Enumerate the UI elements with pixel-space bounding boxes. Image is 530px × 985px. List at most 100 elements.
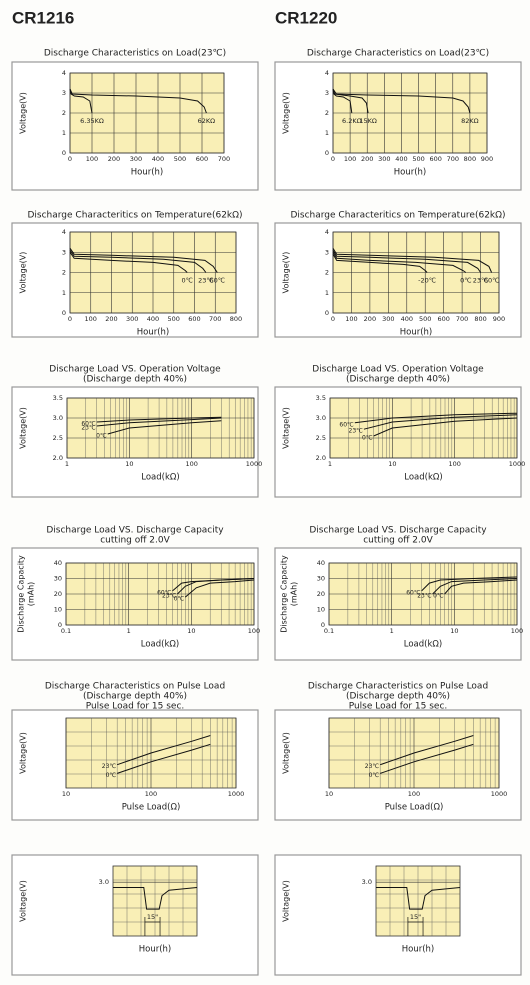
y-tick-label: 0 [58,621,62,629]
x-tick-label: 100 [511,627,523,635]
chart-title: Discharge Load VS. Discharge Capacity [46,526,224,536]
curve [69,88,93,114]
y-tick-label: 3.0 [99,878,109,886]
curve-label: 0℃ [182,277,193,285]
y-axis-label: Discharge Capacity [280,555,289,633]
x-tick-label: 0 [68,155,72,163]
x-tick-label: 100 [448,460,460,468]
y-axis-label: Voltage(V) [19,407,28,449]
curve-label: 60℃ [406,589,421,596]
x-axis-label: Hour(h) [131,168,164,178]
curve [332,254,428,273]
y-tick-label: 2 [62,109,66,117]
chart-title: (Discharge depth 40%) [83,692,187,702]
x-tick-label: 600 [188,315,200,323]
y-tick-label: 40 [54,559,62,567]
y-axis-label: Voltage(V) [282,92,291,134]
x-axis-label: Hour(h) [402,945,435,955]
x-tick-label: 1000 [509,460,526,468]
y-tick-label: 3.0 [53,414,63,422]
curve [432,578,518,595]
header: CR1216 [12,8,74,27]
curve [421,576,518,592]
y-tick-label: 20 [317,590,325,598]
x-axis-label: Pulse Load(Ω) [385,803,444,813]
curve [380,743,474,774]
curve [96,417,222,427]
curve [117,743,211,774]
x-axis-label: Hour(h) [137,328,170,338]
y-axis-label: Voltage(V) [19,252,28,294]
x-tick-label: 800 [464,155,476,163]
chart-title: (Discharge depth 40%) [346,692,450,702]
curve-label: 23℃ [417,593,432,600]
chart-title: Discharge Characteristics on Pulse Load [45,682,225,692]
y-tick-label: 2.0 [53,454,63,462]
y-tick-label: 30 [54,575,62,583]
y-tick-label: 10 [317,606,325,614]
y-tick-label: 2 [62,269,66,277]
y-axis-label: Voltage(V) [19,92,28,134]
curve [184,579,255,598]
y-tick-label: 3.0 [316,414,326,422]
y-tick-label: 2.5 [53,434,63,442]
chart-title: Discharge Characteristics on Load(23℃) [44,49,226,59]
x-tick-label: 10 [62,790,70,798]
x-tick-label: 100 [344,155,356,163]
x-tick-label: 200 [108,155,120,163]
y-tick-label: 2.0 [316,454,326,462]
chart-title: Discharge Characteristics on Pulse Load [308,682,488,692]
y-tick-label: 3.5 [53,394,63,402]
x-tick-label: 600 [429,155,441,163]
header: CR1220 [275,8,337,27]
y-tick-label: 3 [62,248,66,256]
x-axis-label: Hour(h) [394,168,427,178]
chart-title: Pulse Load for 15 sec. [349,702,448,712]
x-tick-label: 400 [147,315,159,323]
y-tick-label: 0 [325,309,329,317]
x-tick-label: 300 [130,155,142,163]
y-tick-label: 4 [62,228,66,236]
curve-label: 62KΩ [198,117,216,125]
x-tick-label: 10 [450,627,458,635]
x-axis-label: Pulse Load(Ω) [122,803,181,813]
x-tick-label: 0 [331,155,335,163]
y-tick-label: 1 [62,129,66,137]
x-tick-label: 0 [331,315,335,323]
y-tick-label: 1 [325,289,329,297]
curve-label: 60℃ [157,589,172,596]
curve [373,417,518,437]
curve-label: 0℃ [460,277,471,285]
x-tick-label: 100 [145,790,157,798]
x-tick-label: 1000 [491,790,508,798]
chart-title: Discharge Load VS. Operation Voltage [49,365,221,375]
y-axis-label: Voltage(V) [282,252,291,294]
curve [69,88,207,114]
curve [444,579,518,595]
x-tick-label: 1 [328,460,332,468]
curve-label: 23℃ [198,277,214,285]
chart-title: Discharge Characteristics on Load(23℃) [307,49,489,59]
x-tick-label: 700 [209,315,221,323]
curve-label: 6.2KΩ [342,117,362,125]
x-tick-label: 900 [481,155,493,163]
curve [69,249,207,273]
y-axis-label: Voltage(V) [282,407,291,449]
x-tick-label: 10 [388,460,396,468]
curve [113,887,198,910]
y-tick-label: 3.5 [316,394,326,402]
x-axis-label: Hour(h) [400,328,433,338]
x-tick-label: 0.1 [61,627,71,635]
curve-label: 23℃ [162,593,177,600]
x-axis-label: Load(kΩ) [404,473,442,483]
curve [332,249,482,273]
x-tick-label: 200 [105,315,117,323]
y-axis-label: Voltage(V) [19,880,28,922]
curve-label: 0℃ [96,433,107,440]
plot-area [66,397,255,459]
x-tick-label: 1000 [246,460,263,468]
x-tick-label: 200 [361,155,373,163]
y-axis-label: Discharge Capacity [17,555,26,633]
curve-label: 6.35KΩ [80,117,104,125]
